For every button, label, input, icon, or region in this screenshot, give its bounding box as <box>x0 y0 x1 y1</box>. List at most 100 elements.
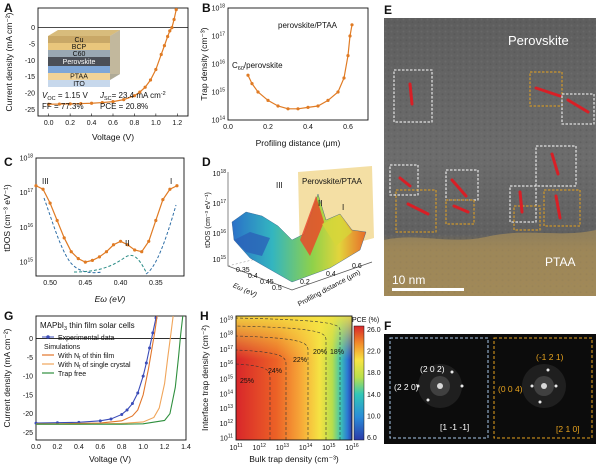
y-tick-g: 0 <box>29 336 33 343</box>
x-tick-g: 0.4 <box>74 444 84 451</box>
y-tick-d: 0.45 <box>260 279 274 286</box>
tdos-point <box>90 258 94 262</box>
tdos-point <box>118 239 123 243</box>
z-tick-d: 1017 <box>213 199 227 208</box>
y-axis-label-c: tDOS (cm⁻³ eV⁻¹) <box>2 184 12 252</box>
tdos-point <box>168 187 172 191</box>
jv-point <box>154 67 158 72</box>
x-tick-a: 0.8 <box>130 120 140 127</box>
stack-layer-ptaa <box>48 73 110 80</box>
fft-spots <box>416 368 558 404</box>
tick-labels-c: 0.50 0.45 0.40 0.35 1015 1016 1017 1018 <box>20 154 163 288</box>
legend-item-trap-free: Trap free <box>58 371 86 378</box>
grain-box <box>535 145 577 187</box>
pce-contours <box>235 317 341 440</box>
x-tick-a: 0.4 <box>87 120 97 127</box>
tdos-point <box>48 201 52 205</box>
x-axis-label-g: Voltage (V) <box>89 454 131 464</box>
x-axis-label-h: Bulk trap density (cm⁻³) <box>249 454 339 464</box>
y-tick-g: -25 <box>23 430 33 437</box>
stack-label-ito: ITO <box>73 81 85 88</box>
trap-point <box>286 107 290 111</box>
panel-label-e: E <box>384 3 392 17</box>
x-tick-c: 0.40 <box>114 280 128 287</box>
grain-box <box>543 189 581 227</box>
grain-box <box>389 164 419 196</box>
colorbar-tick: 10.0 <box>367 413 381 420</box>
contour-label-24: 24% <box>268 368 282 375</box>
label-perovskite-ptaa: perovskite/PTAA <box>278 21 338 30</box>
y-tick-h: 1014 <box>220 389 234 398</box>
panel-d: D Perovskite/PTAA III II I 1018 1017 1016 1… <box>202 155 374 308</box>
x-tick-c: 0.35 <box>149 280 163 287</box>
y-tick-h: 1017 <box>220 345 234 354</box>
peak-label-d-iii: III <box>276 181 283 190</box>
stack-layer-perovskite <box>48 57 110 66</box>
tdos-surface <box>231 193 367 283</box>
x-tick-a: 0.6 <box>108 120 118 127</box>
x-tick-a: 1.0 <box>151 120 161 127</box>
fft-label-004: (0 0 4) <box>498 384 523 394</box>
fft-label-zone-right: [2 1 0] <box>556 424 580 434</box>
grain-box <box>513 205 541 231</box>
y-tick-d: 0.4 <box>248 273 258 280</box>
tick-labels-g: 0.0 0.2 0.4 0.6 0.8 1.0 1.2 1.4 0 -5 -10 -15 -20 -25 <box>23 336 191 451</box>
z-tick-d: 1018 <box>213 169 227 178</box>
tdos-point <box>62 236 66 240</box>
grain-box <box>561 93 595 125</box>
exp-point <box>148 346 152 350</box>
tick-labels-h: 1011 1012 1013 1014 1015 1016 1019 1018 1017 1016… <box>220 316 381 453</box>
colorbar-tick: 22.0 <box>367 349 381 356</box>
colorbar-tick: 18.0 <box>367 370 381 377</box>
legend-item-thin-film: With Nt of thin film <box>58 353 114 362</box>
y-tick-c: 1016 <box>20 223 34 232</box>
exp-point <box>136 391 140 395</box>
stack-label-perovskite: Perovskite <box>63 59 96 66</box>
tem-label-ptaa: PTAA <box>545 255 575 269</box>
jv-point <box>170 26 174 30</box>
fft-label-220: (2 2 0) <box>394 382 419 392</box>
y-tick-c: 1017 <box>20 188 34 197</box>
colorbar-label: PCE (%) <box>352 317 379 324</box>
jv-point <box>122 98 126 102</box>
x-tick-a: 0.2 <box>65 120 75 127</box>
trap-point <box>256 90 260 94</box>
tdos-point <box>126 243 130 247</box>
grain-box <box>445 199 475 225</box>
colorbar-tick: 6.0 <box>367 435 377 442</box>
y-tick-c: 1015 <box>20 258 34 267</box>
trap-point <box>266 98 270 102</box>
y-tick-h: 1019 <box>220 316 234 325</box>
legend-item-simulations: Simulations <box>44 344 81 351</box>
panel-a: A 0.0 0.2 0.4 0.6 0.8 1.0 1.2 0 -5 -10 -15 -20 -25 C… <box>4 1 189 142</box>
x-tick-d: 0.4 <box>326 271 336 278</box>
x-tick-g: 1.2 <box>160 444 170 451</box>
label-c60-perovskite: C60/perovskite <box>232 61 283 72</box>
colorbar-tick: 14.0 <box>367 392 381 399</box>
jv-point <box>138 90 142 94</box>
y-tick-h: 1018 <box>220 330 234 339</box>
grain-box <box>529 71 563 107</box>
peak-label-i: I <box>170 177 172 186</box>
panel-f: F (2 0 2) (2 2 0) [1 -1 -1] (-1 2 1) (0 … <box>384 319 596 444</box>
trap-point <box>296 107 300 111</box>
exp-point <box>144 361 148 365</box>
jv-point <box>159 52 163 57</box>
y-tick-a: -20 <box>25 91 35 98</box>
tdos-point <box>133 248 137 252</box>
panel-label-d: D <box>202 155 211 169</box>
x-tick-g: 0.0 <box>31 444 41 451</box>
y-axis-label-h: Interface trap density (cm⁻²) <box>200 325 210 431</box>
tem-label-perovskite: Perovskite <box>508 33 569 48</box>
z-tick-d: 1016 <box>213 229 227 238</box>
metric-voc: VOC = 1.15 V <box>42 91 89 102</box>
x-axis-label-a: Voltage (V) <box>92 132 134 142</box>
fit-peak-iii <box>43 197 103 274</box>
exp-point <box>120 412 124 416</box>
band-label: Perovskite/PTAA <box>302 177 363 186</box>
y-tick-g: -15 <box>23 392 33 399</box>
tdos-point <box>154 218 158 223</box>
contour-label-22: 22% <box>293 357 307 364</box>
peak-label-iii: III <box>42 177 49 186</box>
y-tick-h: 1013 <box>220 404 234 413</box>
